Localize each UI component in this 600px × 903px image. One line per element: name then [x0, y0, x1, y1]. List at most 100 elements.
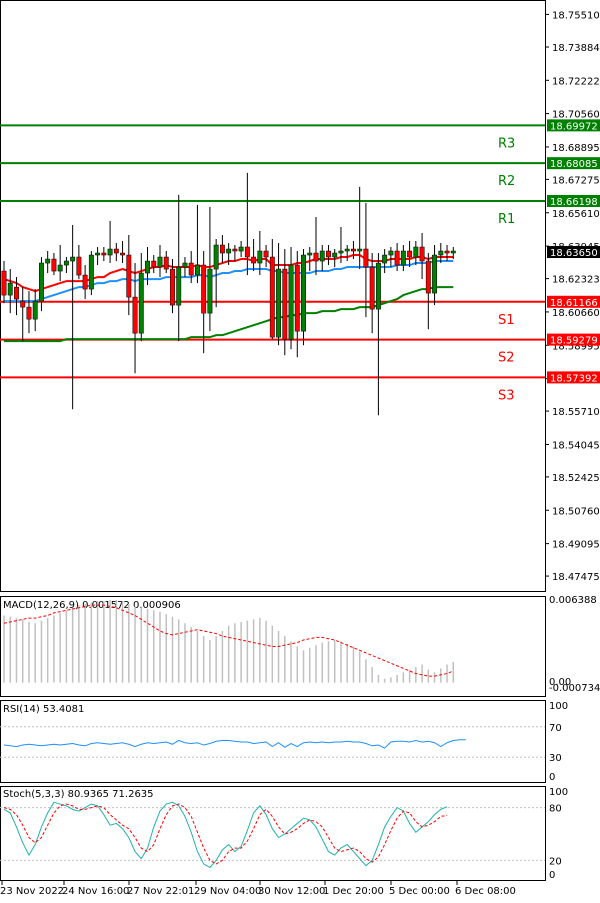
- candle-body: [182, 262, 188, 268]
- price-tick-label: 18.72222: [552, 76, 600, 87]
- candle-body: [257, 250, 263, 264]
- macd-series: 0.006388 0.00-0.000734: [3, 595, 600, 694]
- level-name-r2: R2: [498, 174, 515, 189]
- current-price-box: [547, 246, 600, 259]
- candle-body: [132, 296, 138, 334]
- candle-body: [419, 246, 425, 262]
- main-panel-frame: [0, 0, 546, 592]
- time-tick-label: 29 Nov 04:00: [194, 886, 261, 897]
- level-price-box: [547, 194, 600, 207]
- rsi-tick-label: 70: [549, 723, 562, 734]
- stoch-tick-label: 20: [549, 856, 562, 867]
- candle-body: [20, 300, 26, 308]
- level-name-s3: S3: [498, 388, 515, 403]
- candle-body: [70, 256, 76, 262]
- candle-body: [138, 272, 144, 334]
- time-tick-label: 30 Nov 12:00: [258, 886, 325, 897]
- macd-tick-label: 0.00: [549, 677, 571, 688]
- candle-body: [394, 250, 400, 266]
- candle-body: [82, 274, 88, 290]
- candle-body: [375, 262, 381, 310]
- candles: [1, 172, 456, 416]
- rsi-tick-label: 0: [549, 772, 555, 783]
- candle-body: [126, 254, 132, 298]
- candle-body: [207, 268, 213, 314]
- moving-average-line-2: [4, 286, 454, 343]
- candle-body: [450, 250, 456, 254]
- candle-body: [238, 246, 244, 252]
- time-tick-label: 24 Nov 16:00: [62, 886, 129, 897]
- stoch-series: 100 80 20 0: [0, 787, 568, 881]
- time-tick-label: 23 Nov 2022: [0, 886, 64, 897]
- candle-body: [194, 264, 200, 276]
- candle-body: [14, 286, 19, 300]
- candle-body: [201, 264, 207, 314]
- candle-body: [101, 252, 107, 256]
- time-tick-label: 1 Dec 20:00: [323, 886, 384, 897]
- price-tick-label: 18.49095: [552, 540, 600, 551]
- time-tick-label: 5 Dec 00:00: [389, 886, 450, 897]
- candle-body: [301, 254, 306, 332]
- macd-signal-line: [3, 604, 454, 677]
- price-tick-label: 18.55710: [552, 407, 600, 418]
- current-price-label: 18.63650: [550, 248, 598, 259]
- candle-body: [388, 250, 394, 256]
- candle-body: [7, 282, 13, 296]
- candle-body: [32, 300, 38, 320]
- candle-body: [120, 252, 126, 256]
- candle-body: [157, 256, 163, 268]
- price-tick-label: 18.54045: [552, 440, 600, 451]
- stoch-tick-label: 100: [549, 787, 568, 798]
- candle-body: [432, 254, 438, 294]
- rsi-tick-label: 100: [549, 701, 568, 712]
- level-name-r3: R3: [498, 136, 515, 151]
- candle-body: [369, 266, 375, 310]
- candle-body: [326, 250, 331, 258]
- candle-body: [45, 258, 51, 264]
- stoch-tick-label: 80: [549, 804, 562, 815]
- candle-body: [407, 250, 413, 258]
- level-price-label-r1: 18.66198: [550, 197, 598, 208]
- candle-body: [313, 252, 319, 262]
- time-tick-label: 6 Dec 08:00: [455, 886, 516, 897]
- candle-body: [145, 260, 150, 274]
- rsi-title: RSI(14) 53.4081: [3, 704, 84, 715]
- level-name-s2: S2: [498, 351, 515, 366]
- candle-body: [307, 252, 313, 256]
- candle-body: [444, 250, 450, 254]
- candle-body: [263, 250, 269, 258]
- macd-panel-frame: [0, 596, 546, 697]
- candle-body: [232, 248, 238, 252]
- level-price-box: [547, 157, 600, 170]
- price-tick-label: 18.75510: [552, 10, 600, 21]
- level-price-box: [547, 371, 600, 384]
- candle-body: [344, 248, 350, 252]
- stoch-d-line: [3, 803, 448, 865]
- rsi-line: [3, 739, 466, 749]
- candle-body: [38, 262, 44, 302]
- level-price-box: [547, 295, 600, 308]
- candle-body: [269, 256, 275, 338]
- price-tick-label: 18.68895: [552, 143, 600, 154]
- level-price-label-s3: 18.57392: [550, 373, 598, 384]
- candle-body: [363, 248, 369, 268]
- candle-body: [176, 266, 182, 306]
- level-price-label-r2: 18.68085: [550, 159, 598, 170]
- stoch-title: Stoch(5,3,3) 80.9365 71.2635: [3, 789, 154, 800]
- candle-body: [113, 248, 119, 254]
- price-tick-label: 18.62323: [552, 275, 600, 286]
- current-price: 18.63650: [547, 246, 600, 259]
- candle-body: [151, 260, 157, 268]
- candle-body: [163, 256, 169, 270]
- candle-body: [438, 250, 444, 256]
- price-tick-label: 18.67275: [552, 175, 600, 186]
- candle-body: [88, 254, 94, 290]
- price-tick-label: 18.47475: [552, 572, 600, 583]
- candle-body: [276, 268, 282, 338]
- candle-body: [425, 260, 431, 294]
- level-price-label-r3: 18.69972: [550, 121, 598, 132]
- candle-body: [357, 248, 363, 252]
- level-name-r1: R1: [498, 212, 515, 227]
- candle-body: [63, 260, 69, 266]
